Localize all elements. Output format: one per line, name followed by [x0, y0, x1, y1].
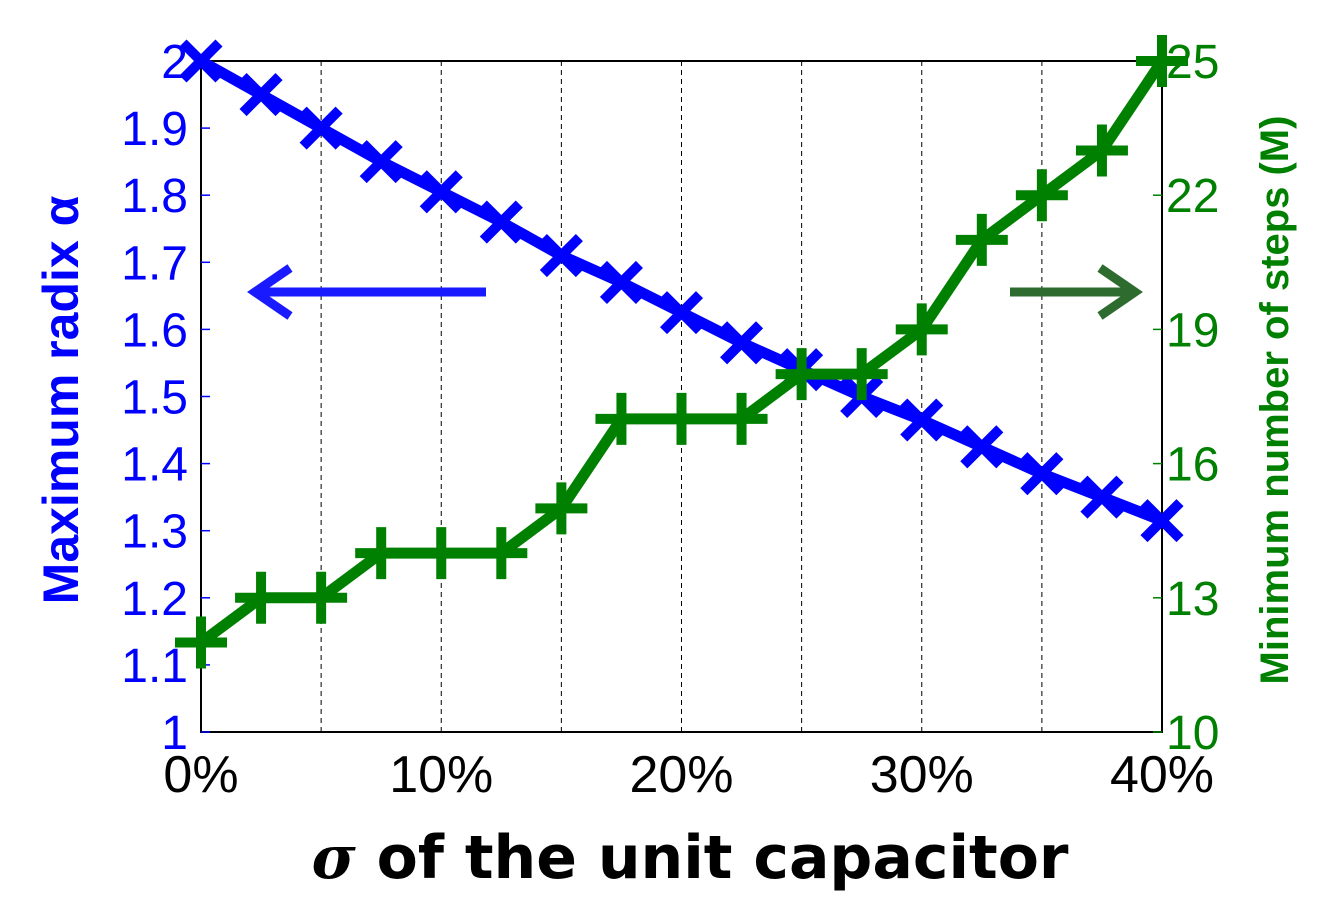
left-axis-label: Maximum radix α — [33, 195, 89, 604]
left-tick-label: 1.1 — [121, 640, 188, 693]
series-left-point — [599, 260, 643, 304]
series-left-point — [539, 234, 583, 278]
series-right-point — [775, 348, 828, 401]
left-axis-ticks: 11.11.21.31.41.51.61.71.81.92 — [121, 36, 210, 760]
right-axis-label: Minimum number of steps (M) — [1253, 116, 1297, 685]
right-pointing-arrow-icon — [1010, 264, 1143, 320]
series-right-point — [235, 571, 288, 624]
series-layer — [175, 35, 1188, 669]
series-left-point — [1140, 499, 1184, 543]
series-left-point — [659, 291, 704, 335]
x-tick-label: 0% — [163, 746, 238, 804]
series-left-point — [359, 140, 403, 184]
series-left-point — [179, 39, 223, 83]
series-right-point — [835, 348, 888, 401]
left-tick-label: 1.7 — [121, 237, 188, 290]
left-tick-label: 1.8 — [121, 170, 188, 223]
series-right-point — [655, 392, 708, 445]
x-tick-label: 30% — [870, 746, 974, 804]
series-left-point — [1080, 475, 1124, 519]
series-left-point — [1020, 452, 1064, 496]
left-tick-label: 1.6 — [121, 304, 188, 357]
series-left-point — [900, 398, 944, 442]
x-axis-label-symbol: σ — [311, 823, 356, 893]
x-tick-label: 20% — [629, 746, 733, 804]
series-right-point — [415, 527, 468, 580]
series-right-point — [1015, 169, 1068, 222]
annotation-arrows — [247, 264, 1143, 320]
series-left-point — [960, 425, 1004, 469]
series-left-point — [299, 106, 343, 150]
x-tick-label: 10% — [389, 746, 493, 804]
series-left-point — [479, 200, 523, 244]
right-tick-label: 16 — [1166, 439, 1219, 492]
left-tick-label: 1.9 — [121, 103, 188, 156]
right-tick-label: 10 — [1166, 707, 1219, 760]
left-tick-label: 1.4 — [121, 439, 188, 492]
left-tick-label: 1 — [161, 707, 188, 760]
series-right-point — [355, 527, 408, 580]
series-left-point — [239, 73, 283, 117]
x-axis-ticks: 0% 10% 20% 30% 40% — [163, 746, 1214, 804]
x-axis-label-text: of the unit capacitor — [356, 823, 1069, 893]
series-right-point — [295, 571, 348, 624]
right-tick-label: 13 — [1166, 573, 1219, 626]
series-right-point — [175, 616, 227, 669]
series-right-point — [895, 303, 948, 356]
series-left-point — [419, 170, 463, 214]
left-pointing-arrow-icon — [247, 264, 486, 320]
series-right-point — [1075, 124, 1128, 177]
series-right-point — [715, 392, 768, 445]
series-right-point — [475, 527, 528, 580]
series-left-point — [720, 321, 764, 365]
series-right-point — [595, 392, 648, 445]
right-tick-label: 22 — [1166, 170, 1219, 223]
series-right-point — [1136, 35, 1188, 87]
left-tick-label: 1.5 — [121, 372, 188, 425]
series-right-point — [535, 482, 588, 535]
left-tick-label: 1.2 — [121, 573, 188, 626]
right-tick-label: 19 — [1166, 304, 1219, 357]
left-tick-label: 1.3 — [121, 506, 188, 559]
x-axis-label: σ of the unit capacitor — [311, 823, 1068, 893]
x-tick-label: 40% — [1110, 746, 1214, 804]
series-right-point — [955, 213, 1008, 266]
